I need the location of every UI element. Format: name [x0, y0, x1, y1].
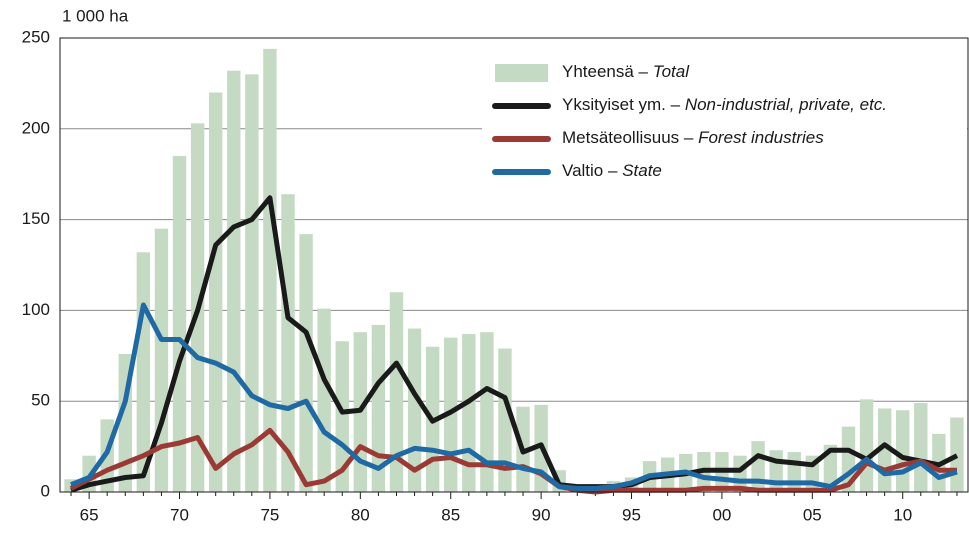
- x-tick-label: 90: [532, 505, 551, 524]
- legend-box: [482, 56, 967, 188]
- bar: [299, 234, 313, 493]
- bar: [480, 332, 494, 492]
- line: [70, 302, 958, 491]
- x-tick-label: 95: [622, 505, 641, 524]
- bar: [950, 417, 964, 492]
- legend: Yhteensä – Total Yksityiset ym. – Non-ind…: [482, 56, 967, 188]
- line: [70, 195, 959, 493]
- legend-name: Metsäteollisuus –: [562, 128, 694, 147]
- x-tick-label: 85: [441, 505, 460, 524]
- legend-name-en: Non-industrial, private, etc.: [685, 95, 887, 114]
- y-tick-label: 50: [31, 391, 50, 410]
- bar: [263, 48, 277, 493]
- bar: [281, 194, 295, 492]
- bar: [335, 341, 349, 492]
- y-tick-label: 250: [22, 27, 50, 46]
- y-axis-label: 1 000 ha: [62, 6, 129, 25]
- x-tick-label: 65: [80, 505, 99, 524]
- legend-label: Yksityiset ym. – Non-industrial, private…: [562, 95, 887, 114]
- bar: [769, 450, 783, 492]
- legend-name-en: State: [622, 161, 662, 180]
- legend-name: Yksityiset ym. –: [562, 95, 681, 114]
- bar: [914, 403, 928, 492]
- legend-label: Valtio – State: [562, 161, 662, 180]
- y-tick-label: 0: [41, 481, 50, 500]
- bar: [154, 228, 169, 492]
- bar: [371, 324, 386, 492]
- bar: [498, 348, 512, 492]
- bar: [317, 308, 331, 492]
- x-tick-label: 80: [351, 505, 370, 524]
- legend-name-en: Forest industries: [698, 128, 824, 147]
- bar: [245, 74, 259, 492]
- y-tick-label: 150: [22, 209, 50, 228]
- x-tick-label: 70: [170, 505, 189, 524]
- x-tick-label: 10: [893, 505, 912, 524]
- bar: [896, 410, 910, 492]
- bar: [751, 441, 765, 492]
- bar: [823, 444, 838, 492]
- y-tick-label: 200: [22, 118, 50, 137]
- x-tick-label: 00: [712, 505, 731, 524]
- bar: [787, 452, 801, 492]
- plot-frame: [59, 37, 969, 493]
- bar: [208, 92, 223, 492]
- bar: [389, 292, 404, 492]
- y-tick-label: 100: [22, 300, 50, 319]
- bar: [859, 399, 874, 492]
- bar: [172, 156, 187, 493]
- legend-name-en: Total: [653, 62, 690, 81]
- x-tick-label: 05: [803, 505, 822, 524]
- legend-name: Valtio –: [562, 161, 618, 180]
- legend-name: Yhteensä –: [562, 62, 649, 81]
- bar: [462, 334, 476, 492]
- x-tick-label: 75: [260, 505, 279, 524]
- bar: [227, 70, 241, 493]
- legend-label: Metsäteollisuus – Forest industries: [562, 128, 824, 147]
- legend-label: Yhteensä – Total: [562, 62, 690, 81]
- legend-swatch: [495, 64, 548, 82]
